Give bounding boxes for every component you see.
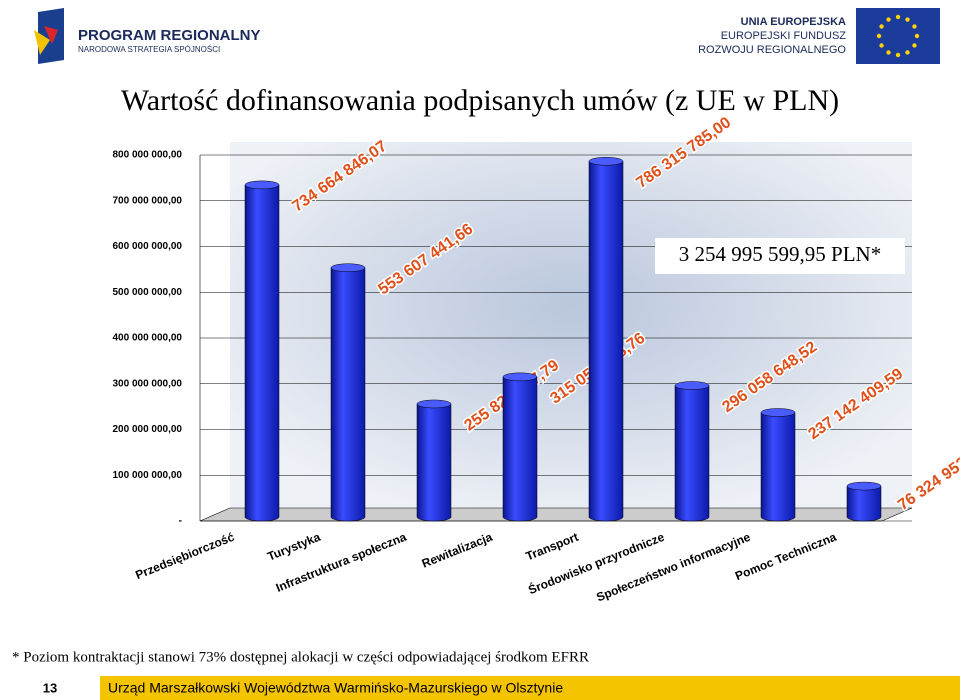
eu-star [912, 24, 917, 29]
y-tick-label: 100 000 000,00 [112, 470, 182, 481]
annotation: 3 254 995 599,95 PLN* [679, 242, 881, 266]
eu-star [905, 17, 910, 22]
bar [502, 376, 538, 522]
footer-text: Urząd Marszałkowski Województwa Warmińsk… [108, 680, 563, 696]
eu-star [895, 14, 901, 20]
eu-star [895, 52, 901, 58]
x-tick-label: Transport [524, 530, 581, 564]
eu-star [905, 50, 910, 55]
page-number: 13 [43, 680, 57, 695]
eu-star [879, 24, 884, 29]
y-tick-label: 400 000 000,00 [112, 333, 182, 344]
x-tick-label: Przedsiębiorczość [133, 530, 236, 583]
bar [244, 184, 280, 522]
x-tick-label: Rewitalizacja [420, 530, 495, 571]
y-tick-label: - [179, 516, 182, 527]
bar-cap [846, 481, 882, 491]
eu-star [886, 50, 891, 55]
bar-cap [416, 399, 452, 409]
bar [846, 485, 882, 522]
chart-title: Wartość dofinansowania podpisanych umów … [121, 84, 839, 117]
y-tick-label: 600 000 000,00 [112, 241, 182, 252]
eu-star [879, 43, 884, 48]
bar [588, 161, 624, 522]
bar-cap [244, 180, 280, 190]
eu-star [914, 33, 920, 39]
left-logo: PROGRAM REGIONALNY NARODOWA STRATEGIA SP… [34, 8, 261, 64]
logo-line: ROZWOJU REGIONALNEGO [698, 44, 846, 56]
bar-cap [760, 408, 796, 417]
footer-bar [100, 676, 960, 700]
logo-title: PROGRAM REGIONALNY [78, 27, 261, 44]
annotation-box [655, 238, 905, 274]
bar-cap [588, 157, 624, 166]
y-tick-label: 700 000 000,00 [112, 195, 182, 206]
x-tick-label: Społeczeństwo informacyjne [594, 530, 752, 605]
logo-line: UNIA EUROPEJSKA [741, 16, 846, 28]
y-tick-label: 500 000 000,00 [112, 287, 182, 298]
bar-cap [502, 372, 538, 382]
y-tick-label: 300 000 000,00 [112, 378, 182, 389]
logo-line: EUROPEJSKI FUNDUSZ [721, 30, 847, 42]
bar-cap [674, 381, 710, 390]
bar [330, 267, 366, 522]
x-tick-label: Środowisko przyrodnicze [526, 529, 667, 597]
bar-cap [330, 263, 366, 272]
bar [674, 385, 710, 522]
eu-star [886, 17, 891, 22]
eu-star [876, 33, 882, 39]
floor [199, 507, 913, 522]
footnote: * Poziom kontraktacji stanowi 73% dostęp… [12, 649, 589, 665]
x-tick-label: Turystyka [265, 530, 322, 564]
eu-star [912, 43, 917, 48]
page-box [0, 676, 100, 700]
bar [760, 412, 796, 522]
right-logo: UNIA EUROPEJSKA EUROPEJSKI FUNDUSZ ROZWO… [698, 8, 940, 64]
logo-subtitle: NARODOWA STRATEGIA SPÓJNOŚCI [78, 45, 220, 54]
y-tick-label: 800 000 000,00 [112, 150, 182, 161]
bar [416, 403, 452, 522]
y-tick-label: 200 000 000,00 [112, 424, 182, 435]
